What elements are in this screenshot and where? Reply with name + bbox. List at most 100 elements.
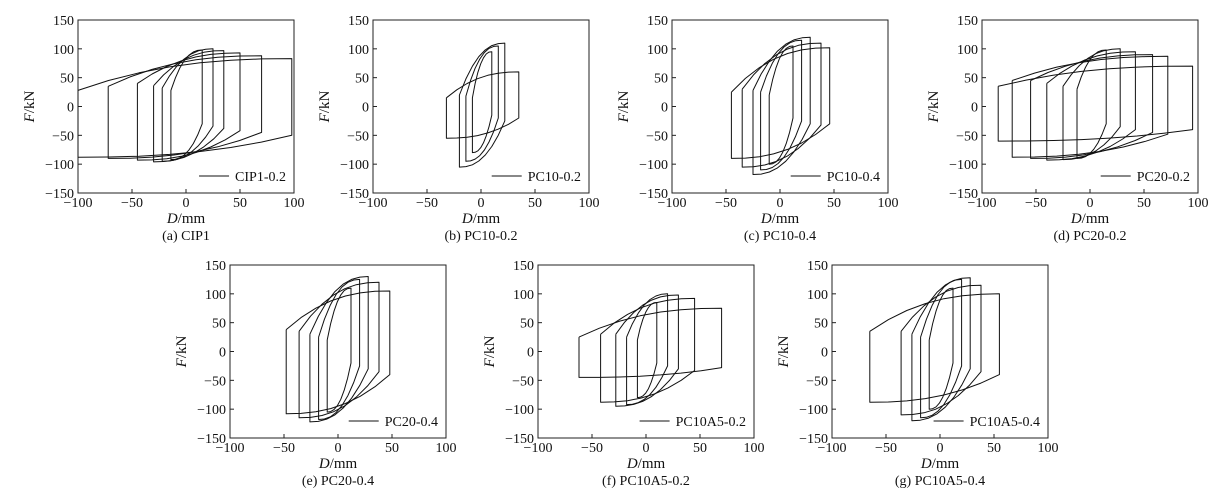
x-tick-label: −50 [875, 441, 897, 456]
hysteresis-loop-4 [285, 290, 391, 415]
hysteresis-loop-1 [920, 278, 963, 419]
y-axis-label: F/kN [616, 90, 632, 123]
plot-frame [831, 264, 1049, 439]
hysteresis-loop-3 [136, 52, 241, 161]
y-tick-label: −150 [505, 432, 534, 447]
x-tick-label: 0 [183, 196, 190, 211]
y-axis-label: F/kN [22, 90, 38, 123]
y-tick-label: 150 [53, 14, 74, 29]
hysteresis-loop-2 [752, 36, 811, 175]
hysteresis-loop-4 [730, 47, 831, 159]
legend-label: PC10-0.4 [827, 170, 880, 185]
x-tick-label: 100 [1188, 196, 1209, 211]
y-tick-label: 150 [205, 259, 226, 274]
y-tick-label: 0 [219, 346, 226, 361]
hysteresis-loop-0 [768, 45, 794, 165]
y-axis-label: F/kN [317, 90, 333, 123]
hysteresis-loop-4 [1011, 55, 1169, 158]
x-tick-label: −100 [524, 441, 553, 456]
x-tick-label: 0 [777, 196, 784, 211]
x-tick-label: 100 [1038, 441, 1059, 456]
y-tick-label: 150 [957, 14, 978, 29]
y-tick-label: −100 [949, 158, 978, 173]
y-tick-label: 0 [362, 101, 369, 116]
x-tick-label: 50 [693, 441, 707, 456]
panel-caption: (f) PC10A5-0.2 [602, 474, 690, 489]
y-tick-label: 100 [205, 288, 226, 303]
y-tick-label: −100 [505, 403, 534, 418]
y-tick-label: 100 [513, 288, 534, 303]
x-tick-label: 100 [878, 196, 899, 211]
y-tick-label: −50 [204, 374, 226, 389]
y-tick-label: 50 [60, 72, 74, 87]
x-axis-label: D/mm [461, 211, 501, 227]
hysteresis-loop-2 [911, 277, 971, 422]
hysteresis-loop-4 [107, 55, 263, 159]
y-tick-label: 0 [821, 346, 828, 361]
hysteresis-loop-1 [465, 45, 499, 162]
y-tick-label: 0 [67, 101, 74, 116]
panel-caption: (a) CIP1 [162, 229, 210, 244]
x-axis-label: D/mm [1070, 211, 1110, 227]
x-tick-label: −50 [273, 441, 295, 456]
chart-panel-1: −100 −50 0 50 100−150−100−50050100150D/mmF/k… [317, 14, 600, 244]
y-tick-label: −150 [340, 187, 369, 202]
y-tick-label: −50 [806, 374, 828, 389]
chart-panel-0: −100 −50 0 50 100−150−100−50050100150D/mmF/k… [22, 14, 305, 244]
hysteresis-loop-3 [600, 297, 696, 403]
x-tick-label: 100 [579, 196, 600, 211]
y-tick-label: 50 [814, 317, 828, 332]
x-tick-label: −100 [216, 441, 245, 456]
legend-label: PC10A5-0.2 [676, 415, 746, 430]
y-tick-label: −50 [52, 129, 74, 144]
y-tick-label: −100 [197, 403, 226, 418]
y-tick-label: 50 [212, 317, 226, 332]
panel-caption: (d) PC20-0.2 [1053, 229, 1126, 244]
y-tick-label: 0 [527, 346, 534, 361]
chart-panel-2: −100 −50 0 50 100−150−100−50050100150D/mmF/k… [616, 14, 899, 244]
y-tick-label: 50 [654, 72, 668, 87]
y-axis-label: F/kN [926, 90, 942, 123]
y-axis-label: F/kN [174, 335, 190, 368]
hysteresis-loop-0 [1076, 49, 1107, 159]
x-axis-label: D/mm [318, 456, 358, 472]
legend-label: PC10A5-0.4 [970, 415, 1040, 430]
hysteresis-loop-3 [298, 281, 380, 419]
x-tick-label: −50 [1025, 196, 1047, 211]
panel-caption: (b) PC10-0.2 [444, 229, 517, 244]
y-tick-label: 0 [661, 101, 668, 116]
y-tick-label: −150 [45, 187, 74, 202]
y-tick-label: 150 [513, 259, 534, 274]
y-axis-label: F/kN [482, 335, 498, 368]
hysteresis-loop-4 [578, 307, 723, 378]
y-tick-label: −100 [340, 158, 369, 173]
plot-frame [981, 19, 1199, 194]
x-tick-label: 0 [335, 441, 342, 456]
x-tick-label: 50 [1137, 196, 1151, 211]
x-tick-label: −50 [581, 441, 603, 456]
hysteresis-loop-1 [318, 278, 361, 420]
x-axis-label: D/mm [166, 211, 206, 227]
x-tick-label: 0 [937, 441, 944, 456]
y-tick-label: −50 [956, 129, 978, 144]
hysteresis-loop-2 [153, 50, 225, 163]
hysteresis-loop-5 [997, 65, 1194, 142]
x-tick-label: 50 [233, 196, 247, 211]
panel-caption: (g) PC10A5-0.4 [895, 474, 985, 489]
hysteresis-loop-2 [615, 294, 679, 407]
hysteresis-loop-3 [741, 42, 822, 168]
y-tick-label: 100 [807, 288, 828, 303]
y-tick-label: 100 [348, 43, 369, 58]
x-tick-label: −50 [715, 196, 737, 211]
y-tick-label: −150 [949, 187, 978, 202]
plot-frame [372, 19, 590, 194]
x-tick-label: 50 [385, 441, 399, 456]
hysteresis-loop-0 [928, 287, 954, 410]
y-tick-label: 150 [807, 259, 828, 274]
y-tick-label: −50 [347, 129, 369, 144]
y-tick-label: 50 [964, 72, 978, 87]
x-axis-label: D/mm [760, 211, 800, 227]
y-tick-label: −100 [45, 158, 74, 173]
y-tick-label: −150 [197, 432, 226, 447]
